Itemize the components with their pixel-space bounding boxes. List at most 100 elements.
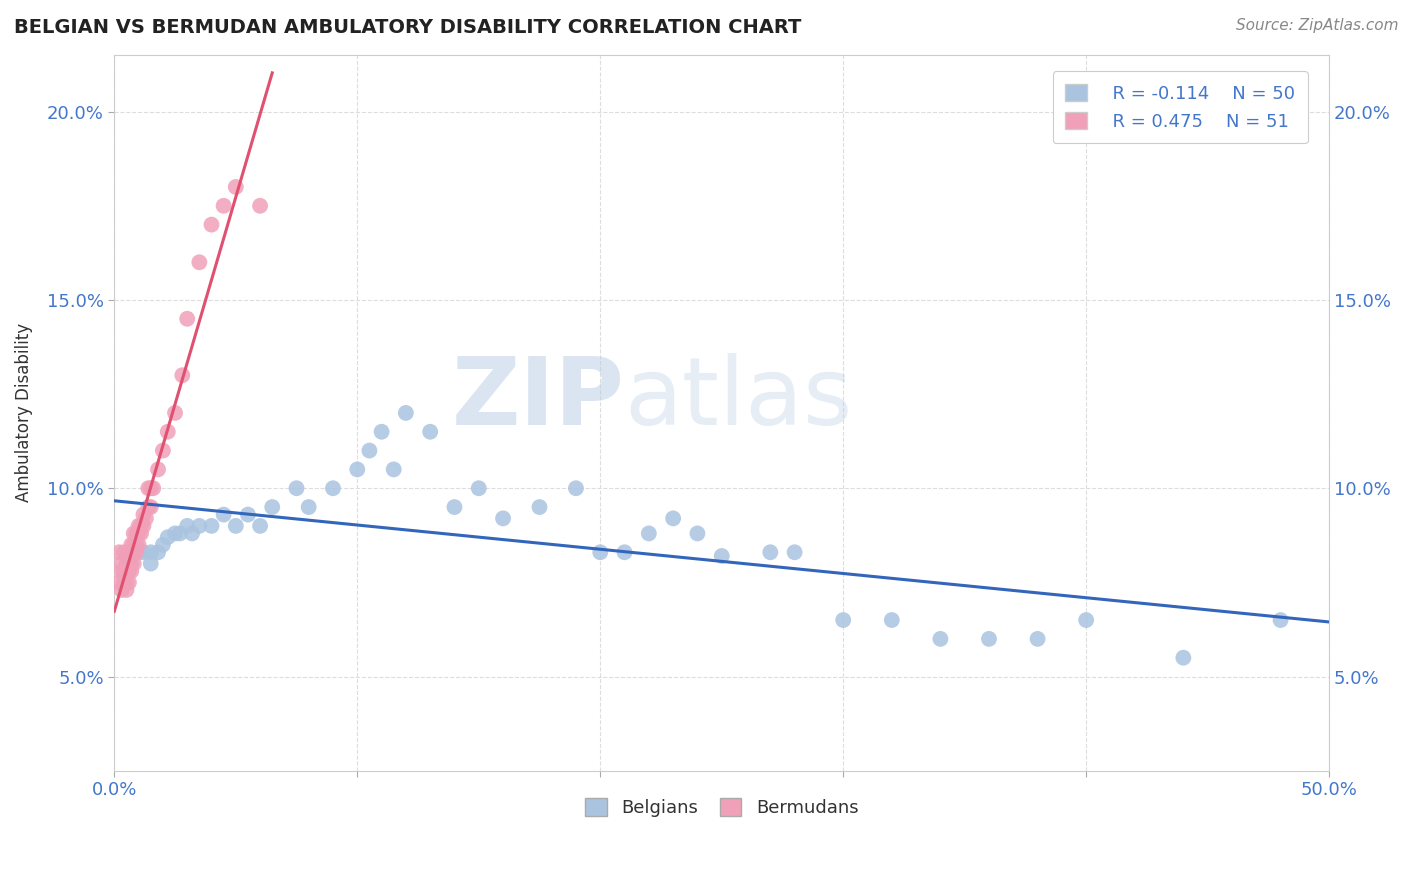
Point xyxy=(135,511,157,525)
Point xyxy=(285,481,308,495)
Legend: Belgians, Bermudans: Belgians, Bermudans xyxy=(576,789,868,826)
Point xyxy=(112,545,135,559)
Point xyxy=(176,519,198,533)
Y-axis label: Ambulatory Disability: Ambulatory Disability xyxy=(15,324,32,502)
Point xyxy=(176,311,198,326)
Point xyxy=(169,526,191,541)
Point xyxy=(212,508,235,522)
Point xyxy=(115,564,138,578)
Point xyxy=(108,545,131,559)
Point xyxy=(132,545,155,559)
Point xyxy=(929,632,952,646)
Point xyxy=(1270,613,1292,627)
Point xyxy=(122,538,145,552)
Point xyxy=(110,582,132,597)
Point xyxy=(115,549,138,563)
Point xyxy=(118,575,141,590)
Point xyxy=(249,519,271,533)
Point xyxy=(146,462,169,476)
Text: ZIP: ZIP xyxy=(451,352,624,444)
Point xyxy=(136,500,159,514)
Point xyxy=(759,545,782,559)
Point xyxy=(832,613,855,627)
Point xyxy=(128,538,150,552)
Point xyxy=(165,406,187,420)
Point xyxy=(783,545,806,559)
Point xyxy=(662,511,685,525)
Point xyxy=(298,500,321,514)
Point xyxy=(200,218,222,232)
Point xyxy=(395,406,418,420)
Point xyxy=(529,500,551,514)
Point xyxy=(108,575,131,590)
Point xyxy=(132,508,155,522)
Point xyxy=(125,526,148,541)
Point xyxy=(118,545,141,559)
Point xyxy=(382,462,405,476)
Point xyxy=(165,526,187,541)
Point xyxy=(492,511,515,525)
Point xyxy=(419,425,441,439)
Point xyxy=(120,557,142,571)
Point xyxy=(125,545,148,559)
Point xyxy=(1173,650,1195,665)
Point xyxy=(118,557,141,571)
Point xyxy=(370,425,392,439)
Point xyxy=(139,500,162,514)
Point xyxy=(172,368,194,383)
Point xyxy=(125,538,148,552)
Point xyxy=(710,549,733,563)
Point xyxy=(139,545,162,559)
Point xyxy=(1076,613,1098,627)
Point xyxy=(120,545,142,559)
Text: Source: ZipAtlas.com: Source: ZipAtlas.com xyxy=(1236,18,1399,33)
Point xyxy=(115,575,138,590)
Point xyxy=(139,481,162,495)
Point xyxy=(122,526,145,541)
Point xyxy=(686,526,709,541)
Text: atlas: atlas xyxy=(624,352,853,444)
Point xyxy=(565,481,588,495)
Point xyxy=(112,575,135,590)
Point xyxy=(128,526,150,541)
Point xyxy=(129,519,152,533)
Point xyxy=(262,500,284,514)
Point xyxy=(977,632,1000,646)
Point xyxy=(128,545,150,559)
Point xyxy=(142,481,165,495)
Point xyxy=(613,545,636,559)
Point xyxy=(112,564,135,578)
Point xyxy=(122,557,145,571)
Point xyxy=(156,530,179,544)
Point xyxy=(122,545,145,559)
Point xyxy=(156,425,179,439)
Point xyxy=(110,564,132,578)
Point xyxy=(236,508,259,522)
Point xyxy=(188,255,211,269)
Point xyxy=(120,538,142,552)
Point xyxy=(120,564,142,578)
Point xyxy=(188,519,211,533)
Point xyxy=(118,564,141,578)
Point xyxy=(468,481,491,495)
Point xyxy=(212,199,235,213)
Point xyxy=(589,545,612,559)
Point xyxy=(132,519,155,533)
Point xyxy=(200,519,222,533)
Point xyxy=(637,526,659,541)
Point xyxy=(443,500,465,514)
Point xyxy=(139,557,162,571)
Point xyxy=(225,180,247,194)
Point xyxy=(225,519,247,533)
Text: BELGIAN VS BERMUDAN AMBULATORY DISABILITY CORRELATION CHART: BELGIAN VS BERMUDAN AMBULATORY DISABILIT… xyxy=(14,18,801,37)
Point xyxy=(152,443,174,458)
Point xyxy=(146,545,169,559)
Point xyxy=(120,549,142,563)
Point xyxy=(115,557,138,571)
Point xyxy=(880,613,903,627)
Point xyxy=(110,557,132,571)
Point xyxy=(346,462,368,476)
Point xyxy=(115,582,138,597)
Point xyxy=(249,199,271,213)
Point xyxy=(129,526,152,541)
